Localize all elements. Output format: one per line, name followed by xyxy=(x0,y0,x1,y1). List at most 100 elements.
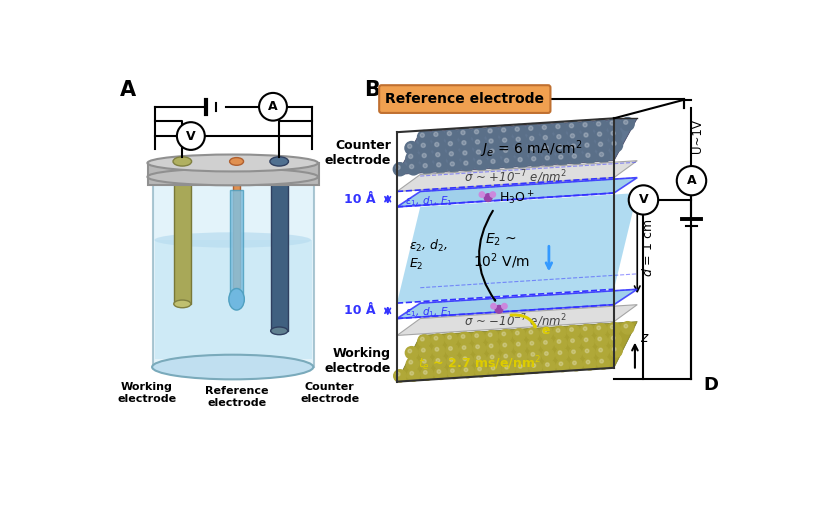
Circle shape xyxy=(554,132,567,145)
Circle shape xyxy=(514,340,526,352)
Circle shape xyxy=(623,120,627,124)
Circle shape xyxy=(501,303,506,309)
Circle shape xyxy=(433,132,437,136)
Circle shape xyxy=(461,365,473,378)
Circle shape xyxy=(526,124,539,137)
Circle shape xyxy=(594,129,607,143)
Circle shape xyxy=(446,149,459,162)
Polygon shape xyxy=(396,161,636,191)
Text: Reference electrode: Reference electrode xyxy=(385,92,544,106)
Circle shape xyxy=(556,135,560,139)
Circle shape xyxy=(530,147,534,151)
FancyBboxPatch shape xyxy=(155,240,311,359)
FancyBboxPatch shape xyxy=(174,161,191,304)
Circle shape xyxy=(568,141,581,155)
Circle shape xyxy=(393,370,405,382)
Text: Reference
electrode: Reference electrode xyxy=(205,386,268,408)
Circle shape xyxy=(463,357,466,361)
Circle shape xyxy=(501,363,514,375)
Circle shape xyxy=(409,361,412,364)
Circle shape xyxy=(608,334,621,346)
Circle shape xyxy=(584,143,588,147)
Circle shape xyxy=(462,151,467,155)
Circle shape xyxy=(489,149,494,154)
Circle shape xyxy=(582,150,595,163)
Circle shape xyxy=(583,357,595,370)
Circle shape xyxy=(541,338,553,350)
Circle shape xyxy=(495,305,502,313)
Circle shape xyxy=(503,354,507,358)
Circle shape xyxy=(529,136,533,140)
Ellipse shape xyxy=(174,300,191,308)
Circle shape xyxy=(405,358,419,370)
Circle shape xyxy=(484,194,491,202)
Polygon shape xyxy=(396,322,636,381)
Polygon shape xyxy=(396,304,636,335)
Circle shape xyxy=(491,303,495,309)
FancyBboxPatch shape xyxy=(230,190,242,302)
Circle shape xyxy=(553,326,565,339)
Circle shape xyxy=(488,364,500,376)
Text: $\varepsilon_2$, $d_2$,
$E_2$: $\varepsilon_2$, $d_2$, $E_2$ xyxy=(408,238,447,272)
Circle shape xyxy=(473,342,485,355)
Circle shape xyxy=(558,351,561,355)
Circle shape xyxy=(568,347,581,359)
Circle shape xyxy=(464,161,468,165)
Circle shape xyxy=(407,144,411,148)
Circle shape xyxy=(461,140,465,145)
Circle shape xyxy=(491,366,495,370)
Text: $\varepsilon_1$, $d_1$, $E_1$: $\varepsilon_1$, $d_1$, $E_1$ xyxy=(405,194,452,208)
Circle shape xyxy=(450,162,454,166)
Circle shape xyxy=(527,144,541,157)
Circle shape xyxy=(527,350,540,362)
Circle shape xyxy=(435,152,439,157)
Circle shape xyxy=(610,131,614,135)
Circle shape xyxy=(473,137,486,150)
Ellipse shape xyxy=(147,155,318,171)
Circle shape xyxy=(487,157,501,170)
Circle shape xyxy=(556,359,568,372)
Text: $E_2$ ~
10$^2$ V/m: $E_2$ ~ 10$^2$ V/m xyxy=(472,232,529,271)
Circle shape xyxy=(458,128,471,141)
Circle shape xyxy=(490,192,495,197)
Circle shape xyxy=(515,155,528,168)
Circle shape xyxy=(432,345,445,357)
Circle shape xyxy=(528,154,541,167)
Circle shape xyxy=(569,328,572,331)
Circle shape xyxy=(449,358,453,362)
FancyBboxPatch shape xyxy=(378,85,550,113)
Circle shape xyxy=(556,340,560,343)
Circle shape xyxy=(529,342,533,345)
Circle shape xyxy=(259,93,287,121)
Circle shape xyxy=(499,330,511,342)
Circle shape xyxy=(420,337,423,341)
Circle shape xyxy=(581,130,594,144)
Circle shape xyxy=(444,129,457,142)
Circle shape xyxy=(517,147,521,151)
Circle shape xyxy=(490,355,493,359)
Circle shape xyxy=(476,150,480,154)
Circle shape xyxy=(500,146,514,159)
Circle shape xyxy=(532,364,535,367)
Circle shape xyxy=(611,141,615,146)
Circle shape xyxy=(447,159,460,172)
Circle shape xyxy=(598,142,602,146)
Polygon shape xyxy=(396,289,636,319)
Circle shape xyxy=(471,127,484,140)
Circle shape xyxy=(554,337,566,350)
Circle shape xyxy=(555,152,568,166)
Circle shape xyxy=(531,157,535,161)
FancyBboxPatch shape xyxy=(233,161,240,289)
Circle shape xyxy=(570,339,573,343)
Text: Counter
electrode: Counter electrode xyxy=(324,139,391,167)
Text: U~1V: U~1V xyxy=(690,119,704,154)
Circle shape xyxy=(567,131,580,144)
Circle shape xyxy=(486,136,499,149)
Text: H$_3$O$^+$: H$_3$O$^+$ xyxy=(499,190,534,207)
Ellipse shape xyxy=(173,157,192,166)
Circle shape xyxy=(422,154,426,158)
Circle shape xyxy=(609,325,613,329)
Circle shape xyxy=(431,334,443,346)
Circle shape xyxy=(446,355,459,367)
Text: D: D xyxy=(702,376,717,394)
